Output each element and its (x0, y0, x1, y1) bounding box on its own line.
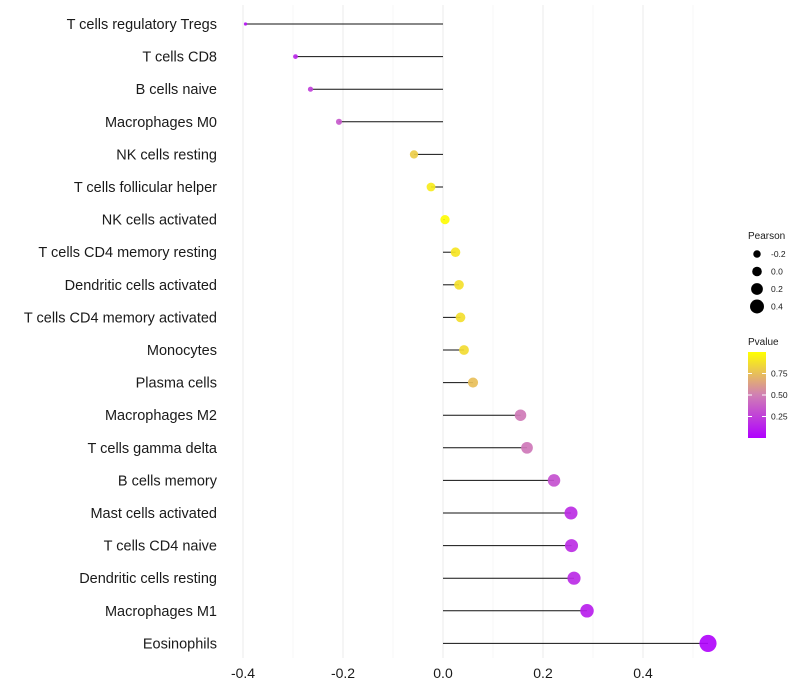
category-label: Mast cells activated (90, 506, 217, 522)
x-tick-label: -0.2 (331, 665, 355, 681)
points (243, 22, 717, 652)
pearson-legend-key (752, 266, 762, 277)
pearson-legend-key (750, 299, 764, 314)
category-label: T cells regulatory Tregs (67, 17, 217, 33)
stems (245, 23, 708, 644)
category-label: Eosinophils (143, 636, 217, 652)
pearson-legend-label: -0.2 (771, 249, 786, 259)
pvalue-legend-label: 0.25 (771, 412, 788, 422)
data-point (426, 182, 436, 192)
category-label: T cells CD4 naive (104, 539, 217, 555)
data-point (521, 441, 533, 454)
pvalue-legend-label: 0.75 (771, 369, 788, 379)
category-label: NK cells activated (102, 213, 217, 229)
pvalue-legend-title: Pvalue (748, 337, 779, 348)
category-label: NK cells resting (116, 147, 217, 163)
category-label: T cells gamma delta (88, 441, 218, 457)
data-point (699, 634, 717, 652)
data-point (459, 345, 469, 355)
category-label: Macrophages M0 (105, 115, 217, 131)
category-label: B cells memory (118, 473, 218, 489)
pearson-legend-key (751, 283, 763, 295)
x-tick-label: 0.4 (633, 665, 653, 681)
data-point (547, 474, 561, 487)
category-label: Monocytes (147, 343, 217, 359)
data-point (243, 22, 248, 26)
data-point (440, 214, 450, 225)
pearson-legend: Pearson -0.2 0.0 0.2 0.4 (748, 231, 786, 314)
data-point (454, 279, 464, 290)
category-label: T cells follicular helper (74, 180, 217, 196)
data-point (335, 118, 343, 125)
data-point (467, 377, 479, 388)
data-point (567, 571, 581, 585)
x-axis-ticks: -0.4 -0.2 0.0 0.2 0.4 (231, 665, 653, 681)
data-point (409, 150, 419, 159)
x-tick-label: 0.0 (433, 665, 453, 681)
x-tick-label: -0.4 (231, 665, 255, 681)
category-label: T cells CD4 memory resting (38, 245, 217, 261)
category-labels: T cells regulatory Tregs T cells CD8 B cel… (24, 17, 218, 652)
category-label: T cells CD4 memory activated (24, 310, 217, 326)
data-point (455, 312, 466, 323)
data-point (564, 506, 578, 520)
category-label: Dendritic cells activated (65, 278, 217, 294)
data-point (307, 86, 314, 92)
pearson-legend-title: Pearson (748, 231, 785, 242)
pearson-legend-label: 0.0 (771, 267, 783, 277)
x-tick-label: 0.2 (533, 665, 553, 681)
category-label: Dendritic cells resting (79, 571, 217, 587)
data-point (514, 409, 527, 421)
category-label: T cells CD8 (142, 50, 217, 66)
pvalue-legend-label: 0.50 (771, 390, 788, 400)
category-label: Plasma cells (136, 376, 217, 392)
data-point (450, 247, 461, 257)
category-label: Macrophages M2 (105, 408, 217, 424)
data-point (580, 604, 594, 618)
grid-lines (242, 5, 694, 658)
pearson-legend-key (753, 250, 761, 258)
pvalue-legend: Pvalue 0.25 0.50 0.75 (748, 337, 788, 438)
pearson-legend-label: 0.2 (771, 284, 783, 294)
data-point (564, 539, 579, 553)
data-point (293, 54, 298, 59)
pearson-legend-label: 0.4 (771, 302, 783, 312)
pvalue-colorbar (748, 352, 766, 438)
category-label: Macrophages M1 (105, 604, 217, 620)
category-label: B cells naive (136, 82, 217, 98)
